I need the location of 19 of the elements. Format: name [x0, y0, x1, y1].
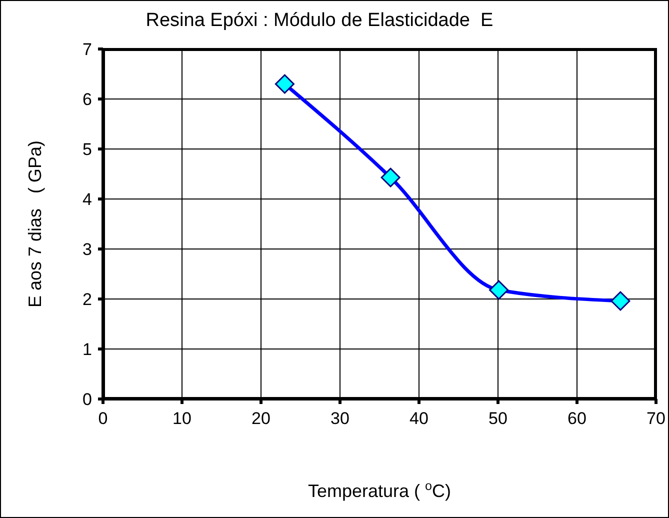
x-tick-label: 40 — [410, 409, 428, 428]
y-axis-title: E aos 7 dias ( GPa) — [25, 140, 45, 308]
x-tick-label: 20 — [252, 409, 270, 428]
y-tick-label: 4 — [82, 190, 92, 210]
x-tick-label: 50 — [488, 409, 508, 428]
y-tick-label: 7 — [82, 40, 92, 60]
x-tick-label: 60 — [568, 409, 586, 428]
x-tick-label: 10 — [172, 409, 192, 428]
y-tick-label: 3 — [82, 240, 92, 260]
y-tick-label: 0 — [82, 390, 92, 410]
x-axis-title: Temperatura ( $^{o}$C) — [308, 479, 452, 501]
x-tick-label: 30 — [330, 409, 350, 428]
y-tick-label: 5 — [82, 140, 92, 160]
x-tick-label: 70 — [646, 409, 666, 428]
y-tick-label: 2 — [82, 290, 92, 310]
x-tick-label: 0 — [98, 409, 108, 428]
y-tick-label: 1 — [82, 340, 92, 360]
chart-title: Resina Epóxi : Módulo de Elasticidade E — [144, 10, 494, 32]
y-tick-label: 6 — [82, 90, 92, 110]
